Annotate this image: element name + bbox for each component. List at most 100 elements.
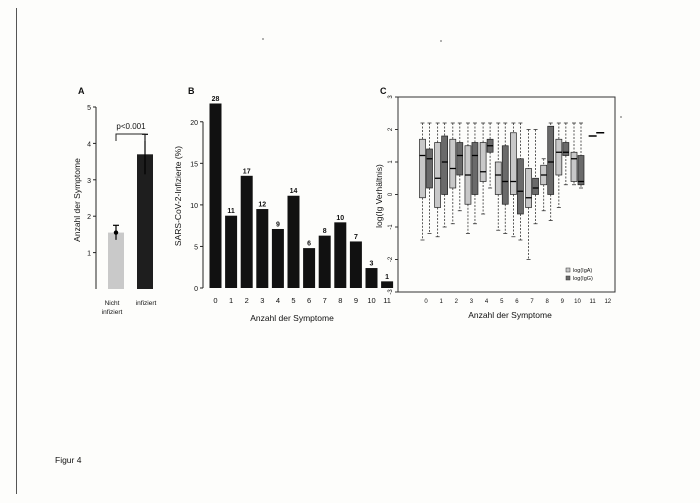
panel-a-x-tick-label: infiziert bbox=[102, 309, 123, 316]
panel-c-box bbox=[562, 142, 570, 156]
scan-speck bbox=[620, 116, 622, 118]
panel-c-box bbox=[449, 138, 457, 189]
panel-b-ylabel: SARS-CoV-2-Infizierte (%) bbox=[173, 146, 183, 246]
panel-b-bar bbox=[303, 248, 316, 288]
figure-caption: Figur 4 bbox=[55, 455, 82, 465]
panel-b-bar bbox=[225, 215, 238, 288]
panel-c-x-tick-label: 7 bbox=[530, 299, 534, 305]
panel-a-y-tick-label: 1 bbox=[87, 251, 91, 258]
panel-b-data-label: 1 bbox=[385, 274, 389, 281]
panel-c-y-tick-label: 3 bbox=[388, 95, 394, 99]
panel-b-xlabel: Anzahl der Symptome bbox=[250, 313, 334, 323]
scan-speck bbox=[440, 40, 442, 42]
panel-c-box bbox=[426, 148, 433, 189]
panel-a-y-tick-label: 3 bbox=[87, 178, 91, 185]
panel-b-bar bbox=[209, 103, 222, 288]
panel-c-xlabel: Anzahl der Symptome bbox=[468, 310, 552, 320]
panel-c-box bbox=[501, 145, 509, 205]
panel-b-x-tick-label: 8 bbox=[338, 296, 342, 305]
panel-c-box bbox=[456, 142, 464, 176]
panel-c-x-tick-label: 12 bbox=[604, 299, 611, 305]
panel-c-box bbox=[494, 161, 502, 195]
panel-b-bar bbox=[365, 268, 378, 288]
panel-b-bar bbox=[318, 235, 331, 288]
panel-c-box bbox=[434, 142, 441, 208]
panel-c-box bbox=[570, 151, 578, 182]
panel-c-box bbox=[441, 135, 448, 195]
panel-b-bar bbox=[287, 195, 300, 288]
panel-a-significance-bracket bbox=[115, 133, 146, 141]
panel-c: C log(Ig Verhältnis) Anzahl der Symptome… bbox=[374, 86, 616, 320]
panel-c-y-tick-label: -1 bbox=[388, 224, 394, 230]
panel-c-box bbox=[555, 138, 563, 176]
panel-a-ylabel: Anzahl der Symptome bbox=[72, 158, 82, 242]
panel-b-x-tick-label: 3 bbox=[260, 296, 264, 305]
panel-b-x-tick-label: 0 bbox=[213, 296, 217, 305]
panel-c-x-tick-label: 3 bbox=[470, 299, 474, 305]
panel-a-x-tick-label: infiziert bbox=[136, 300, 157, 307]
panel-c-y-tick-label: 0 bbox=[388, 192, 394, 196]
panel-a-y-tick-label: 2 bbox=[87, 214, 91, 221]
panel-b-letter: B bbox=[188, 86, 195, 96]
panel-a-p-value: p<0.001 bbox=[116, 122, 146, 131]
panel-a-x-tick-label: Nicht bbox=[105, 300, 120, 307]
panel-b-y-tick-label: 10 bbox=[190, 203, 198, 210]
panel-b-bar bbox=[349, 241, 362, 288]
panel-a: A Anzahl der Symptome 1 2 3 4 5 p<0.001 Nicht i… bbox=[72, 86, 156, 316]
panel-c-box bbox=[547, 125, 555, 195]
panel-b-bar bbox=[240, 175, 253, 288]
panel-c-y-tick-label: 1 bbox=[388, 160, 394, 164]
panel-c-x-tick-label: 4 bbox=[485, 299, 489, 305]
panel-c-x-tick-label: 9 bbox=[561, 299, 565, 305]
panel-b-data-label: 11 bbox=[227, 208, 235, 215]
panel-c-box bbox=[419, 138, 426, 199]
panel-b-y-tick-label: 0 bbox=[194, 286, 198, 293]
panel-b-data-label: 3 bbox=[370, 261, 374, 268]
panel-b-bar bbox=[271, 228, 284, 288]
panel-c-legend-swatch bbox=[565, 267, 571, 273]
panel-b-x-tick-label: 11 bbox=[383, 296, 391, 305]
panel-b: B SARS-CoV-2-Infizierte (%) Anzahl der S… bbox=[173, 86, 394, 323]
panel-c-box bbox=[471, 142, 479, 195]
panel-c-x-tick-label: 6 bbox=[515, 299, 519, 305]
panel-b-x-tick-label: 10 bbox=[367, 296, 375, 305]
panel-c-y-tick-label: -3 bbox=[388, 289, 394, 295]
panel-c-letter: C bbox=[380, 86, 387, 96]
panel-a-bar bbox=[108, 232, 124, 289]
panel-c-box bbox=[525, 168, 532, 208]
panel-a-y-tick-label: 5 bbox=[87, 105, 91, 112]
panel-c-x-tick-label: 10 bbox=[574, 299, 581, 305]
panel-b-x-tick-label: 2 bbox=[245, 296, 249, 305]
panel-c-y-tick-label: 2 bbox=[388, 127, 394, 131]
scan-speck bbox=[262, 38, 264, 40]
panel-c-x-tick-label: 8 bbox=[546, 299, 550, 305]
panel-b-y-tick-label: 20 bbox=[190, 120, 198, 127]
panel-b-bar bbox=[334, 222, 347, 288]
panel-b-x-tick-label: 4 bbox=[276, 296, 280, 305]
panel-b-data-label: 14 bbox=[290, 188, 298, 195]
panel-c-box bbox=[517, 158, 524, 215]
panel-c-ylabel: log(Ig Verhältnis) bbox=[374, 164, 384, 228]
panel-b-data-label: 28 bbox=[212, 96, 220, 103]
panel-c-x-tick-label: 5 bbox=[500, 299, 504, 305]
panel-b-x-tick-label: 9 bbox=[354, 296, 358, 305]
panel-b-x-tick-label: 1 bbox=[229, 296, 233, 305]
panel-c-legend-label: log(IgG) bbox=[573, 276, 593, 282]
panel-a-bar bbox=[137, 154, 153, 289]
panel-b-x-tick-label: 5 bbox=[291, 296, 295, 305]
panel-c-y-tick-label: -2 bbox=[388, 256, 394, 262]
panel-b-data-label: 12 bbox=[258, 202, 266, 209]
panel-b-data-label: 6 bbox=[307, 241, 311, 248]
panel-b-data-label: 9 bbox=[276, 221, 280, 228]
panel-c-box bbox=[532, 177, 539, 195]
panel-c-box bbox=[510, 132, 517, 195]
panel-b-data-label: 10 bbox=[336, 215, 344, 222]
panel-b-x-tick-label: 7 bbox=[323, 296, 327, 305]
panel-c-box bbox=[479, 142, 487, 182]
panel-c-x-tick-label: 2 bbox=[455, 299, 459, 305]
panel-b-data-label: 7 bbox=[354, 234, 358, 241]
panel-b-data-label: 8 bbox=[323, 228, 327, 235]
panel-c-legend-swatch bbox=[565, 275, 571, 281]
